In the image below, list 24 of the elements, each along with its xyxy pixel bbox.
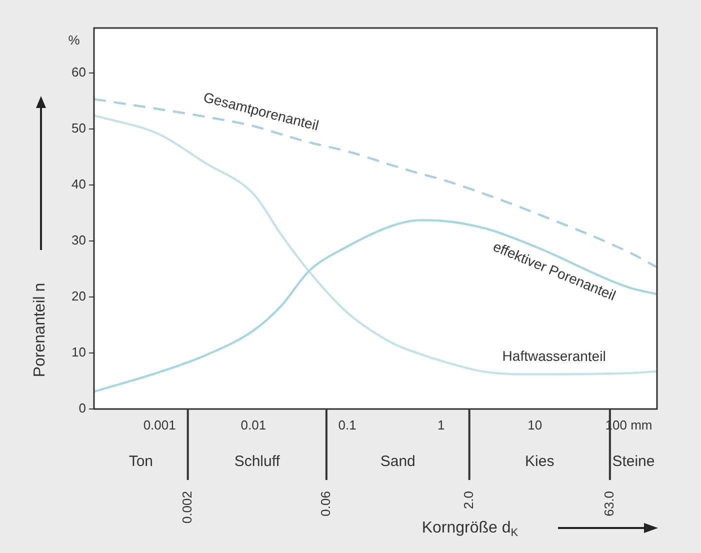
text: Kies (525, 453, 554, 470)
text: Steine (612, 453, 655, 470)
ref-line-label: 0.06 (318, 491, 334, 516)
series-label: Haftwasseranteil (502, 348, 606, 364)
y-tick-label: 50 (72, 120, 86, 136)
x-tick-label: 0.1 (338, 417, 356, 432)
x-tick-label: 0.01 (240, 417, 266, 432)
y-tick-label: 60 (72, 64, 86, 80)
y-tick-label: 0 (78, 400, 86, 416)
text: Schluff (234, 453, 281, 470)
text: % (68, 32, 80, 48)
ref-line-label: 0.002 (179, 491, 194, 524)
y-tick-label: 40 (72, 176, 86, 192)
ref-line-label: 2.0 (460, 491, 476, 510)
text: Sand (380, 453, 416, 470)
ref-line-label: 63.0 (602, 491, 617, 516)
y-tick-label: 10 (72, 344, 86, 360)
x-tick-label: 1 (437, 417, 445, 432)
x-tick-label: 0.001 (143, 417, 176, 432)
y-axis-title: Porenanteil n (31, 282, 48, 378)
y-tick-label: 30 (72, 232, 86, 248)
text: Ton (128, 453, 154, 470)
x-tick-label: 10 (528, 417, 542, 432)
y-tick-label: 20 (72, 288, 86, 304)
